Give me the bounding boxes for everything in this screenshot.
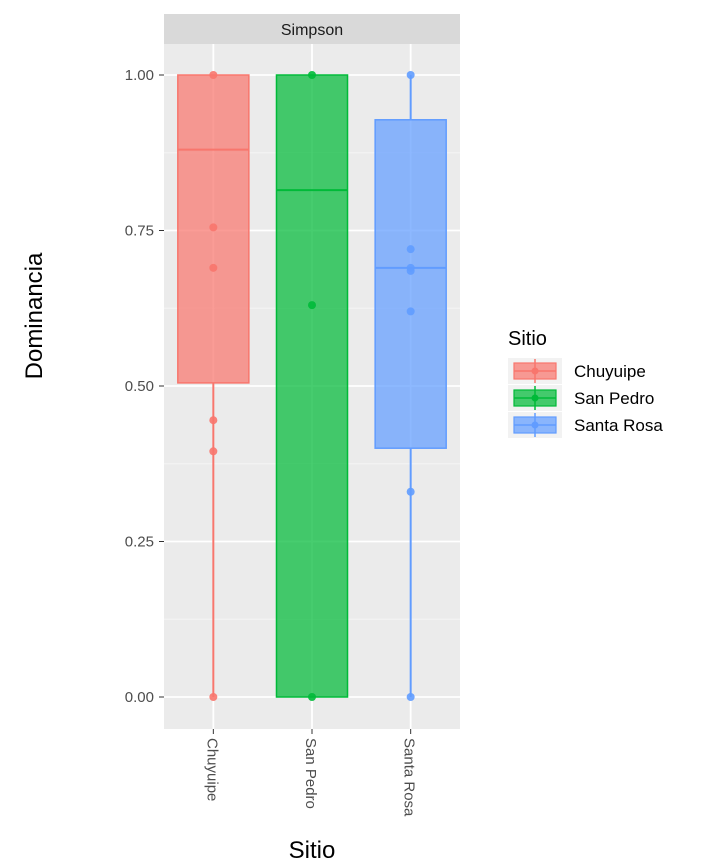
y-tick-label: 0.75: [125, 223, 154, 240]
legend-key-point: [531, 394, 539, 402]
legend-item: San Pedro: [508, 385, 654, 411]
y-axis: 0.00 0.25 0.50 0.75 1.00: [125, 67, 164, 706]
data-point: [406, 307, 415, 316]
data-point: [406, 245, 415, 254]
data-point: [308, 71, 316, 79]
data-point: [209, 223, 218, 232]
legend-label: Santa Rosa: [574, 416, 663, 435]
y-tick-label: 0.50: [125, 378, 154, 395]
y-tick-label: 0.25: [125, 534, 154, 551]
box-chuyuipe: [177, 71, 250, 701]
box-body: [374, 119, 447, 449]
data-point: [308, 301, 316, 310]
x-tick-label: Chuyuipe: [203, 738, 220, 801]
data-point: [406, 487, 415, 496]
box-body: [275, 74, 349, 698]
facet-strip: [164, 14, 460, 44]
legend-item: Chuyuipe: [508, 358, 646, 384]
legend-label: San Pedro: [574, 389, 654, 408]
data-point: [406, 693, 415, 701]
legend-title: Sitio: [508, 328, 547, 350]
x-tick-label: San Pedro: [302, 738, 319, 809]
legend-label: Chuyuipe: [574, 362, 646, 381]
data-point: [209, 693, 218, 701]
legend-key-point: [531, 421, 539, 429]
data-point: [406, 71, 415, 79]
y-axis-title: Dominancia: [21, 252, 48, 379]
data-point: [209, 416, 218, 425]
data-point: [209, 447, 218, 456]
x-axis: Chuyuipe San Pedro Santa Rosa: [203, 729, 418, 817]
legend-item: Santa Rosa: [508, 412, 663, 438]
legend: Sitio Chuyuipe San Pedro Santa Rosa: [508, 328, 663, 438]
facet-strip-label: Simpson: [281, 22, 343, 39]
box-santa-rosa: [374, 71, 447, 701]
data-point: [209, 71, 218, 79]
x-axis-title: Sitio: [289, 837, 336, 864]
data-point: [406, 266, 415, 275]
box-san-pedro: [275, 71, 349, 701]
data-point: [209, 263, 218, 272]
legend-key-point: [531, 367, 539, 375]
y-tick-label: 0.00: [125, 689, 154, 706]
data-point: [308, 693, 316, 701]
boxes: [177, 71, 447, 701]
x-tick-label: Santa Rosa: [401, 738, 418, 817]
y-tick-label: 1.00: [125, 67, 154, 84]
